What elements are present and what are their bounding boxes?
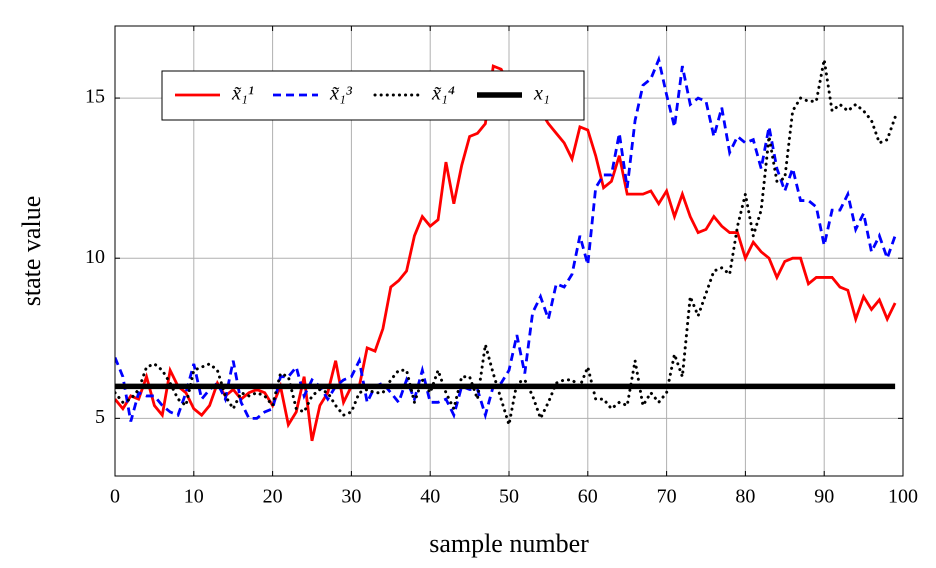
legend-box — [161, 70, 585, 121]
x-tick-label: 50 — [499, 486, 519, 508]
legend-label: x̃₁⁴ — [431, 83, 455, 105]
series-line — [115, 54, 897, 422]
x-tick-label: 90 — [814, 486, 834, 508]
y-tick-label: 10 — [85, 246, 105, 268]
x-tick-label: 40 — [420, 486, 440, 508]
legend-label: x̃₁³ — [329, 83, 353, 105]
legend-label: x₁ — [533, 83, 550, 105]
x-tick-label: 70 — [657, 486, 677, 508]
x-tick-label: 20 — [263, 486, 283, 508]
series-line — [115, 59, 897, 426]
legend-label: x̃₁¹ — [231, 83, 254, 105]
y-tick-label: 5 — [95, 406, 105, 428]
x-axis-label: sample number — [429, 529, 589, 558]
x-tick-label: 80 — [735, 486, 755, 508]
y-axis-label: state value — [17, 196, 46, 306]
x-tick-label: 10 — [184, 486, 204, 508]
x-tick-label: 100 — [888, 486, 918, 508]
x-tick-label: 30 — [341, 486, 361, 508]
y-tick-label: 15 — [85, 86, 105, 108]
plot-frame — [114, 25, 904, 477]
x-tick-label: 60 — [578, 486, 598, 508]
x-tick-label: 0 — [110, 486, 120, 508]
